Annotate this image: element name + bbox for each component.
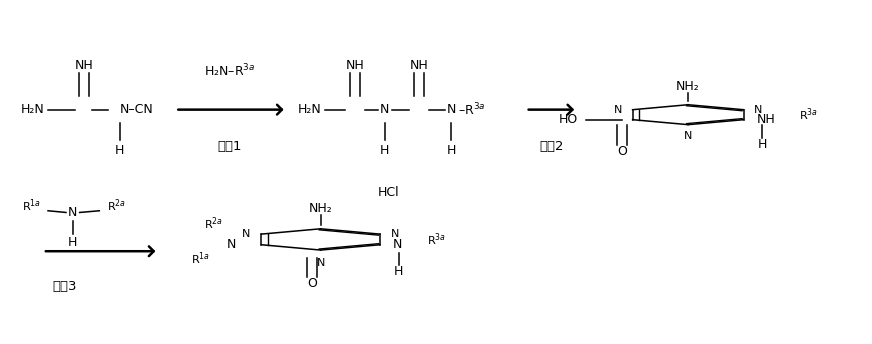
Text: H: H [380,143,390,157]
Text: O: O [307,277,317,290]
Text: N: N [754,105,762,115]
Text: NH₂: NH₂ [676,80,700,93]
Text: R$^{2a}$: R$^{2a}$ [107,197,126,214]
Text: H: H [115,143,125,157]
Text: NH: NH [345,59,364,72]
Text: N: N [614,105,623,115]
Text: R$^{1a}$: R$^{1a}$ [22,197,41,214]
Text: N: N [684,131,692,141]
Text: R$^{3a}$: R$^{3a}$ [426,232,446,248]
Text: R$^{3a}$: R$^{3a}$ [799,106,818,123]
Text: H: H [68,236,78,249]
Text: N: N [392,238,402,251]
Text: N–CN: N–CN [119,103,153,116]
Text: NH₂: NH₂ [309,202,332,215]
Text: H: H [758,139,767,151]
Text: NH: NH [410,59,428,72]
Text: N: N [380,103,390,116]
Text: H₂N: H₂N [21,103,44,116]
Text: H: H [394,265,404,278]
Text: N: N [242,229,250,239]
Text: NH: NH [74,59,93,72]
Text: H₂N: H₂N [297,103,322,116]
Text: 步骤3: 步骤3 [52,280,77,293]
Text: R$^{1a}$: R$^{1a}$ [191,250,210,267]
Text: HO: HO [559,113,578,126]
Text: N: N [68,206,78,219]
Text: HCl: HCl [378,186,399,199]
Text: 步骤2: 步骤2 [539,140,563,153]
Text: R$^{2a}$: R$^{2a}$ [204,216,223,232]
Text: –R$^{3a}$: –R$^{3a}$ [458,101,486,118]
Text: N: N [446,103,456,116]
Text: NH: NH [756,113,775,126]
Text: 步骤1: 步骤1 [217,140,242,153]
Text: N: N [227,238,235,251]
Text: H: H [446,143,456,157]
Text: N: N [391,229,399,239]
Text: H₂N–R$^{3a}$: H₂N–R$^{3a}$ [204,63,255,79]
Text: N: N [317,258,325,268]
Text: O: O [617,145,627,158]
